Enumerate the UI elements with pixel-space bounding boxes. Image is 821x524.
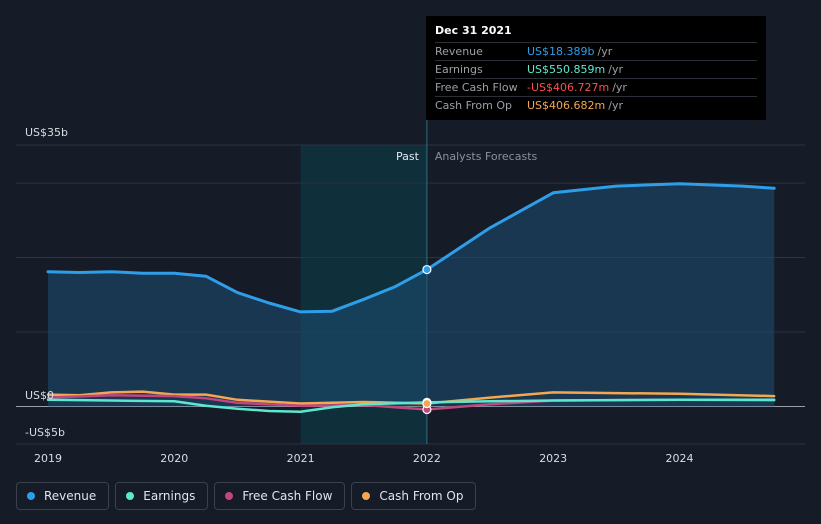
tooltip-date: Dec 31 2021 xyxy=(435,24,512,37)
series-lines xyxy=(46,182,776,413)
legend-item-earnings[interactable]: Earnings xyxy=(115,482,209,510)
forecast-label: Analysts Forecasts xyxy=(435,150,538,163)
legend-item-revenue[interactable]: Revenue xyxy=(16,482,110,510)
series-line-earnings xyxy=(46,398,776,413)
y-tick-label: US$35b xyxy=(25,126,68,139)
tooltip-label: Earnings xyxy=(435,63,483,76)
legend-dot-icon xyxy=(362,492,371,500)
legend-dot-icon xyxy=(27,492,35,500)
tooltip-row-earnings: Earnings US$550.859m /yr xyxy=(435,60,757,78)
past-label: Past xyxy=(396,150,420,163)
tooltip-unit: /yr xyxy=(608,63,623,76)
legend: Revenue Earnings Free Cash Flow Cash Fro… xyxy=(16,482,477,510)
tooltip-label: Free Cash Flow xyxy=(435,81,518,94)
legend-label: Free Cash Flow xyxy=(242,489,333,503)
x-tick-label: 2022 xyxy=(413,452,441,465)
tooltip-label: Revenue xyxy=(435,45,483,58)
tooltip: Dec 31 2021 Revenue US$18.389b /yr Earni… xyxy=(426,16,766,120)
y-tick-label: -US$5b xyxy=(25,426,65,439)
legend-item-cash-from-op[interactable]: Cash From Op xyxy=(351,482,477,510)
marker-revenue xyxy=(422,264,432,275)
tooltip-row-revenue: Revenue US$18.389b /yr xyxy=(435,42,757,60)
revenue-area xyxy=(48,183,775,407)
hover-markers xyxy=(422,264,432,415)
y-tick-label: US$0 xyxy=(25,389,54,402)
x-tick-label: 2023 xyxy=(539,452,567,465)
tooltip-value: -US$406.727m xyxy=(527,81,610,94)
tooltip-value: US$18.389b xyxy=(527,45,595,58)
tooltip-unit: /yr xyxy=(612,81,627,94)
legend-label: Cash From Op xyxy=(379,489,464,503)
tooltip-value: US$550.859m xyxy=(527,63,606,76)
series-line-cash-from-op xyxy=(46,390,776,405)
legend-dot-icon xyxy=(225,492,234,500)
tooltip-unit: /yr xyxy=(597,45,613,58)
x-tick-label: 2024 xyxy=(666,452,694,465)
x-tick-label: 2020 xyxy=(160,452,188,465)
series-line-revenue xyxy=(46,182,776,314)
tooltip-label: Cash From Op xyxy=(435,99,513,112)
tooltip-value: US$406.682m xyxy=(527,99,606,112)
legend-item-free-cash-flow[interactable]: Free Cash Flow xyxy=(214,482,346,510)
legend-label: Earnings xyxy=(143,489,196,503)
tooltip-row-free-cash-flow: Free Cash Flow -US$406.727m /yr xyxy=(435,78,757,96)
tooltip-row-cash-from-op: Cash From Op US$406.682m /yr xyxy=(435,96,757,114)
axis-labels: US$35b US$0 -US$5b 2019 2020 2021 2022 2023 2024… xyxy=(25,126,694,465)
marker-cash-from-op xyxy=(422,398,432,409)
legend-dot-icon xyxy=(126,492,135,500)
tooltip-unit: /yr xyxy=(608,99,623,112)
x-tick-label: 2021 xyxy=(287,452,315,465)
legend-label: Revenue xyxy=(44,489,97,503)
x-tick-label: 2019 xyxy=(34,452,62,465)
